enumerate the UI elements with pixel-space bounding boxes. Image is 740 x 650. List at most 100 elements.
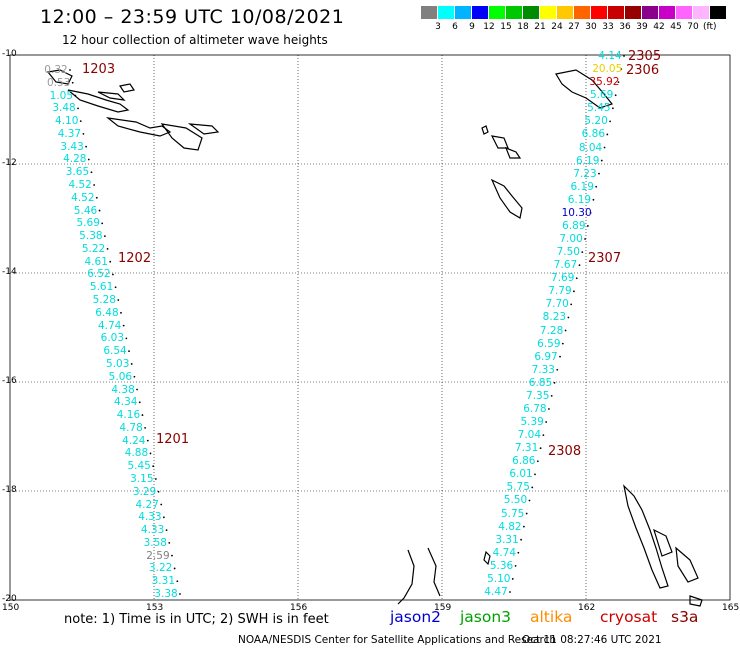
lat-lon-grid <box>9 54 731 601</box>
east-track-value: 7.67 <box>553 259 578 272</box>
track-dot <box>171 554 173 557</box>
legend-label: 21 <box>534 22 546 32</box>
west-track-value: 6.48 <box>95 306 119 319</box>
island-shape <box>105 117 172 137</box>
east-track-value: 20.05 <box>592 63 623 76</box>
latitude-label: -20 <box>2 594 17 604</box>
east-track-value: 7.00 <box>559 233 583 246</box>
west-track-value: 5.69 <box>76 217 100 230</box>
generated-timestamp: Oct 11 08:27:46 UTC 2021 <box>522 634 662 646</box>
track-dot <box>160 503 163 506</box>
track-dot <box>545 421 548 423</box>
legend-label: 33 <box>602 22 614 32</box>
track-dot <box>87 158 90 161</box>
legend-swatch <box>659 6 676 19</box>
track-dot <box>93 184 96 186</box>
pass-label-1203: 1203 <box>82 62 116 77</box>
east-track-value: 6.19 <box>567 193 592 206</box>
east-track-value: 3.31 <box>495 533 519 546</box>
east-track-value: 10.30 <box>561 206 592 219</box>
west-track-value: 3.31 <box>151 575 176 588</box>
track-dot <box>578 264 581 267</box>
track-dot <box>623 55 625 57</box>
track-dot <box>101 222 104 225</box>
east-track-value: 4.82 <box>498 520 522 533</box>
west-track-value: 3.58 <box>143 536 167 549</box>
legend-swatch <box>438 6 455 19</box>
west-track-value: 4.78 <box>119 421 143 434</box>
east-track-value: 7.35 <box>526 389 550 402</box>
legend-label: 39 <box>636 22 648 32</box>
satellite-cryosat: cryosat <box>600 608 658 626</box>
east-track-value: 7.79 <box>548 285 572 298</box>
pass-label-2306: 2306 <box>626 63 660 78</box>
island-shape <box>481 125 489 135</box>
latitude-label: -16 <box>2 376 17 386</box>
track-dot <box>561 342 564 345</box>
legend-label: 3 <box>435 22 441 32</box>
west-track-value: 5.28 <box>92 294 116 307</box>
track-dot <box>77 107 79 110</box>
page-title: 12:00 – 23:59 UTC 10/08/2021 <box>40 6 345 28</box>
track-dot <box>589 211 592 214</box>
longitude-label: 159 <box>434 603 452 613</box>
legend-swatch <box>489 6 506 19</box>
island-shape <box>490 135 509 149</box>
track-dot <box>114 286 117 289</box>
legend-label: 9 <box>469 22 475 32</box>
east-track-value: 7.69 <box>551 272 575 285</box>
track-dot <box>120 311 122 314</box>
east-track-value: 6.59 <box>537 337 561 350</box>
track-dot <box>550 395 553 397</box>
legend-swatch <box>676 6 693 19</box>
track-dot <box>575 277 578 280</box>
track-dot <box>542 434 545 437</box>
track-dot <box>128 350 130 353</box>
island-shape <box>160 123 203 151</box>
track-dots <box>69 55 625 595</box>
page-subtitle: 12 hour collection of altimeter wave hei… <box>62 33 328 47</box>
track-dot <box>600 159 603 162</box>
east-track-value: 5.10 <box>487 572 511 585</box>
track-dot <box>144 426 147 429</box>
track-dot <box>586 225 589 227</box>
west-track-value: 5.03 <box>106 357 130 370</box>
west-track-value: 5.46 <box>73 204 98 217</box>
island-shape <box>555 69 614 109</box>
track-dot <box>514 564 517 567</box>
west-track-value: 3.38 <box>154 588 178 600</box>
pass-label-1201: 1201 <box>156 432 190 447</box>
west-track-value: 4.28 <box>63 153 87 166</box>
track-dot <box>570 303 573 306</box>
east-track-value: 6.19 <box>576 154 600 167</box>
legend-label: 6 <box>452 22 458 32</box>
west-track-value: 3.22 <box>148 562 173 575</box>
legend-label: 42 <box>653 22 665 32</box>
east-track-value: 5.36 <box>489 559 514 572</box>
east-track-value: 8.23 <box>542 311 567 324</box>
island-shape <box>187 123 220 135</box>
west-track-value: 3.48 <box>52 102 76 115</box>
track-dot <box>79 120 82 123</box>
track-dot <box>548 408 550 410</box>
east-track-value: 8.04 <box>578 141 603 154</box>
track-dot <box>598 172 600 175</box>
track-dot <box>534 473 536 476</box>
map-frame <box>9 54 731 601</box>
track-dot <box>109 260 112 263</box>
track-dot <box>592 198 595 201</box>
east-track-value: 35.92 <box>589 76 620 89</box>
track-dot <box>98 209 101 212</box>
west-track-value: 6.54 <box>103 345 127 358</box>
track-dot <box>511 578 514 580</box>
longitude-label: 153 <box>146 603 164 613</box>
legend-swatch <box>557 6 574 19</box>
east-track-value: 7.28 <box>539 324 564 337</box>
track-dot <box>573 290 575 293</box>
track-dot <box>90 171 93 174</box>
legend-label: 27 <box>568 22 580 32</box>
east-track-value: 4.74 <box>492 546 517 559</box>
legend-swatch <box>642 6 659 19</box>
track-dot <box>106 248 109 250</box>
track-dot <box>603 146 606 149</box>
